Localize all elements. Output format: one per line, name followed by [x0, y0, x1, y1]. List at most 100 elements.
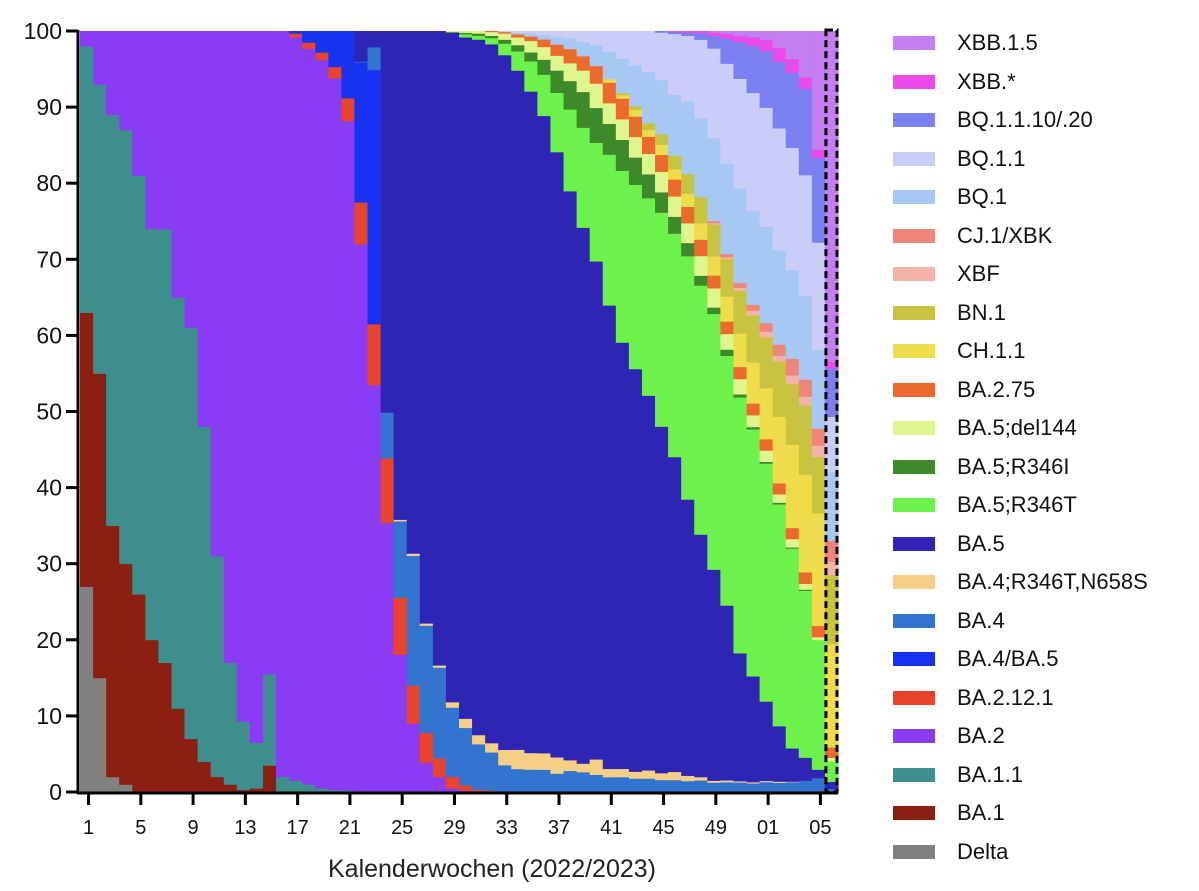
- bar-segment-ba-4-r346t-n658s-2022-38: [563, 760, 578, 772]
- bar-segment-bn-1-2023-02: [772, 361, 787, 417]
- bar-segment-ba-5-del144-2022-38: [563, 63, 578, 82]
- bar-segment-bq-1-1-10-20-2023-02: [772, 61, 787, 129]
- bar-segment-ba-5-2022-25: [393, 31, 408, 520]
- bar-segment-ba-2-2022-25: [393, 654, 408, 793]
- bar-segment-ba-5-2022-45: [655, 426, 669, 774]
- bar-segment-bq-1-2022-46: [668, 94, 682, 156]
- x-tick-label-41: 41: [600, 817, 622, 839]
- bar-segment-ba-5-del144-2022-39: [576, 70, 591, 93]
- bar-segment-ba-1-2022-10: [197, 761, 212, 793]
- legend-label: BA.1: [957, 800, 1005, 826]
- bar-segment-bq-1-2023-05: [811, 349, 826, 429]
- bar-segment-ba-2-2022-18: [302, 48, 316, 785]
- legend-item-ba-5-r346i: BA.5;R346I: [893, 448, 1148, 487]
- bar-segment-ba-2-2022-16: [276, 31, 290, 778]
- bar-segment-ba-5-r346t-2022-33: [498, 43, 512, 56]
- bar-segment-ba-2-75-2022-33: [498, 31, 512, 34]
- legend-item-xbb-1-5: XBB.1.5: [893, 24, 1148, 63]
- y-axis: 0 10 20 30 40 50 60 70 80 90 100: [24, 18, 80, 805]
- bar-segment-ba-5-r346i-2022-46: [668, 216, 682, 234]
- bar-segment-ba-5-2022-27: [419, 31, 434, 624]
- bar-segment-ba-4-ba-5-2022-17: [289, 31, 303, 34]
- bar-segment-ba-4-ba-5-2022-21: [341, 31, 356, 99]
- bar-segment-ba-4-2022-43: [628, 778, 643, 793]
- bar-segment-ch-1-1-2022-50: [720, 296, 735, 322]
- bar-segment-bq-1-2022-36: [537, 34, 552, 40]
- x-tick-label-13: 13: [234, 817, 256, 839]
- y-tick-label-20: 20: [36, 627, 62, 653]
- bar-segment-ba-5-2023-05: [811, 769, 826, 779]
- legend-label: BA.1.1: [957, 761, 1024, 787]
- bar-segment-ba-2-75-2022-43: [628, 116, 643, 138]
- bar-segment-ba-5-2022-30: [459, 37, 473, 719]
- bar-segment-ba-4-r346t-n658s-2022-28: [432, 665, 447, 668]
- highlight-box-last-week: [824, 28, 839, 794]
- bar-segment-ba-1-2022-09: [184, 738, 199, 793]
- bar-segment-bn-1-2022-51: [733, 290, 748, 334]
- bar-segment-ba-5-2022-51: [733, 653, 748, 782]
- bar-segment-xbf-2023-06: [824, 561, 839, 576]
- bar-segment-ba-4-2022-39: [576, 771, 591, 793]
- bar-segment-ba-2-2022-07: [158, 31, 173, 230]
- legend-item-xbf: XBF: [893, 255, 1148, 294]
- bar-segment-ba-5-r346i-2022-50: [720, 349, 735, 357]
- bar-segment-xbb-1-5-2022-51: [733, 31, 748, 37]
- bar-segment-ba-1-1-2022-20: [328, 789, 342, 793]
- bar-segment-ch-1-1-2023-05: [811, 512, 826, 627]
- bar-segment-ba-5-del144-2022-43: [628, 136, 643, 158]
- bar-segment-ba-4-2022-26: [406, 555, 421, 686]
- bar-segment-ba-4-r346t-n658s-2022-45: [655, 772, 669, 781]
- bar-segment-ba-1-1-2022-15: [262, 674, 277, 766]
- bar-segment-xbb-2022-48: [694, 31, 708, 34]
- bar-segment-ba-4-r346t-n658s-2023-03: [785, 781, 800, 783]
- bar-segment-ba-5-r346t-2022-43: [628, 184, 643, 370]
- bar-segment-ba-2-75-2022-48: [694, 239, 708, 257]
- bar-segment-ba-5-r346i-2022-49: [707, 307, 721, 315]
- bar-segment-ba-2-2022-02: [93, 31, 107, 85]
- bar-segment-bq-1-1-2022-40: [589, 31, 604, 46]
- bar-segment-bq-1-1-2022-51: [733, 78, 748, 189]
- bar-segment-ba-5-r346i-2022-34: [511, 44, 525, 52]
- legend-swatch: [893, 690, 935, 705]
- bar-segment-bq-1-2022-49: [707, 137, 721, 222]
- legend-swatch: [893, 652, 935, 667]
- bar-segment-ch-1-1-2022-52: [746, 362, 761, 404]
- bar-segment-ba-1-1-2022-08: [171, 297, 186, 709]
- y-tick-label-50: 50: [36, 399, 62, 425]
- bar-segment-ba-2-12-1-2022-31: [472, 789, 486, 793]
- bar-segment-ba-5-r346t-2023-02: [772, 504, 787, 727]
- x-tick-label-9: 9: [188, 817, 199, 839]
- legend-label: BQ.1: [957, 184, 1008, 210]
- bar-segment-ba-2-75-2022-35: [524, 36, 539, 42]
- bar-segment-ba-1-2022-08: [171, 708, 186, 793]
- bars-group: [80, 31, 839, 793]
- bar-segment-ba-4-r346t-n658s-2022-30: [459, 718, 473, 729]
- bar-segment-ba-4-ba-5-2022-22: [354, 62, 369, 203]
- bar-segment-ba-5-2022-26: [406, 31, 421, 554]
- bar-segment-ba-5-r346t-2022-39: [576, 127, 591, 228]
- bar-segment-xbb-2023-02: [772, 47, 787, 62]
- bar-segment-xbb-2022-52: [746, 36, 761, 47]
- bar-segment-ba-4-2022-38: [563, 770, 578, 793]
- bar-segment-ch-1-1-2022-43: [628, 109, 643, 117]
- bar-segment-bn-1-2022-47: [681, 173, 695, 194]
- bar-segment-ba-5-del144-2023-05: [811, 636, 826, 641]
- bar-segment-ba-5-2022-38: [563, 191, 578, 761]
- bar-segment-ba-4-2022-46: [668, 779, 682, 793]
- bar-segment-ba-4-2022-41: [602, 776, 617, 793]
- bar-segment-ba-5-2023-04: [798, 757, 813, 781]
- bar-segment-ba-5-2022-47: [681, 499, 695, 776]
- bar-segment-ch-1-1-2023-04: [798, 474, 813, 573]
- bar-segment-ba-4-r346t-n658s-2022-39: [576, 763, 591, 773]
- bar-segment-xbb-1-5-2023-01: [759, 31, 774, 40]
- bar-segment-bn-1-2022-42: [615, 92, 630, 96]
- bar-segment-ba-5-2022-48: [694, 534, 708, 778]
- bar-segment-ba-5-r346i-2023-04: [798, 589, 813, 591]
- x-tick-label-29: 29: [443, 817, 465, 839]
- bar-segment-bq-1-2022-50: [720, 163, 735, 255]
- bar-segment-ba-5-r346i-2022-37: [550, 70, 565, 93]
- bar-segment-ba-4-r346t-n658s-2022-36: [537, 753, 552, 770]
- bar-segment-xbb-2022-50: [720, 33, 735, 39]
- bar-segment-ba-2-12-1-2022-25: [393, 597, 408, 656]
- y-tick-label-10: 10: [36, 703, 62, 729]
